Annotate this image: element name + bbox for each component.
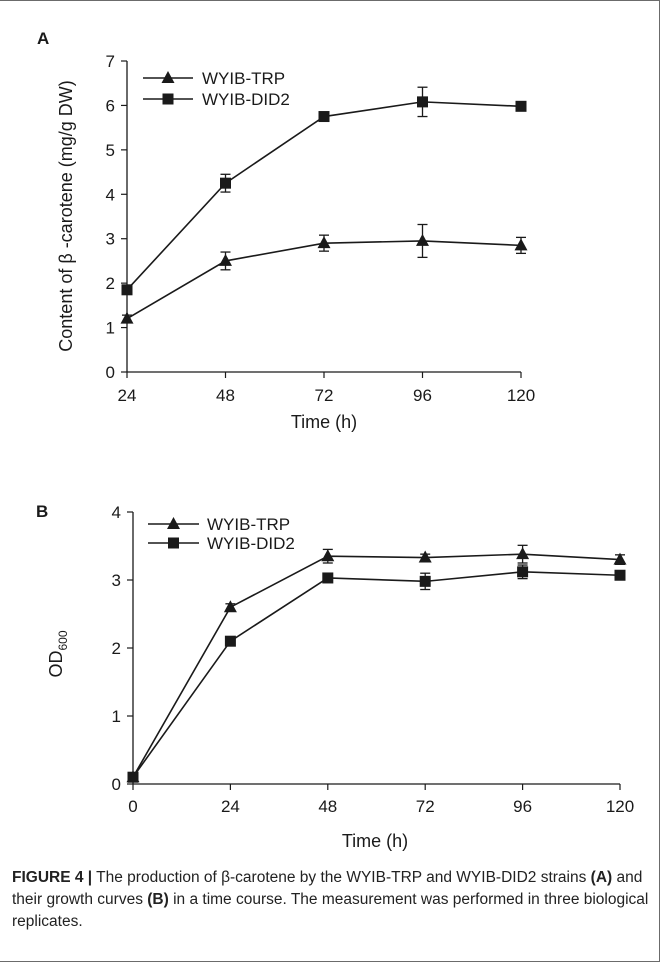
data-point-triangle: [418, 550, 432, 563]
legend-label: WYIB-TRP: [207, 515, 290, 534]
y-tick-label: 0: [106, 363, 115, 382]
y-axis-title-b-sub: 600: [56, 630, 70, 650]
x-tick-label: 24: [221, 797, 240, 816]
data-point-triangle: [219, 253, 232, 266]
data-point-square: [220, 177, 231, 189]
y-tick-label: 6: [106, 96, 115, 115]
y-axis-title-b: OD600: [46, 630, 70, 677]
series-line: [132, 571, 621, 778]
y-tick-label: 5: [106, 141, 115, 160]
data-point-square: [614, 569, 626, 581]
x-tick-label: 0: [128, 797, 137, 816]
data-point-triangle: [161, 71, 175, 83]
data-point-triangle: [516, 547, 530, 560]
y-axis-title-a: Content of β -carotene (mg/g DW): [56, 80, 76, 351]
legend-label: WYIB-TRP: [202, 69, 285, 88]
data-point-square: [168, 537, 179, 549]
y-tick-label: 4: [112, 503, 121, 522]
caption-ref-b: (B): [147, 891, 169, 908]
series-line: [132, 553, 621, 778]
y-tick-label: 1: [106, 319, 115, 338]
data-point-square: [224, 635, 236, 647]
caption-text-2: and their growth curves: [12, 869, 643, 908]
data-point-triangle: [167, 517, 180, 529]
y-tick-label: 0: [112, 775, 121, 794]
data-point-triangle: [223, 600, 237, 613]
data-point-square: [517, 566, 529, 578]
x-tick-label: 96: [513, 797, 532, 816]
series-line: [126, 240, 522, 320]
data-point-square: [127, 771, 139, 783]
panel-label-b: B: [36, 502, 48, 521]
legend-a: WYIB-TRP WYIB-DID2: [143, 69, 290, 109]
y-axis-title-b-main: OD: [46, 651, 66, 678]
x-tick-label: 96: [413, 386, 432, 405]
x-axis-a: 24 48 72 96 120: [118, 371, 535, 405]
series-group-b: [126, 544, 627, 783]
data-point-triangle: [321, 549, 335, 562]
caption-label: FIGURE 4 |: [12, 869, 93, 886]
x-tick-label: 72: [315, 386, 334, 405]
x-tick-label: 24: [118, 386, 137, 405]
panel-label-a: A: [37, 29, 49, 48]
data-point-triangle: [416, 233, 429, 246]
y-tick-label: 3: [112, 571, 121, 590]
data-point-square: [417, 96, 428, 108]
y-tick-label: 2: [112, 639, 121, 658]
x-axis-title-a: Time (h): [291, 412, 357, 432]
data-point-square: [419, 575, 431, 587]
data-point-triangle: [514, 238, 528, 251]
series-group-a: [120, 86, 528, 324]
data-point-triangle: [613, 552, 627, 565]
x-tick-label: 120: [507, 386, 535, 405]
y-tick-label: 3: [106, 230, 115, 249]
x-axis-title-b: Time (h): [342, 831, 408, 851]
caption-text-1: The production of β-carotene by the WYIB…: [92, 869, 591, 886]
data-point-triangle: [317, 236, 331, 249]
caption-ref-a: (A): [590, 869, 613, 886]
legend-label: WYIB-DID2: [202, 90, 290, 109]
x-tick-label: 48: [318, 797, 337, 816]
data-point-square: [162, 93, 174, 105]
y-tick-label: 2: [106, 274, 115, 293]
x-tick-label: 72: [416, 797, 435, 816]
figure-caption: FIGURE 4 | The production of β-carotene …: [12, 867, 652, 933]
y-axis-a: 0 1 2 3 4 5 6 7: [106, 52, 128, 382]
x-tick-label: 48: [216, 386, 235, 405]
y-axis-b: 0 1 2 3 4: [112, 503, 134, 794]
data-point-triangle: [120, 311, 134, 324]
y-tick-label: 7: [106, 52, 115, 71]
data-point-square: [318, 111, 330, 123]
data-point-square: [121, 284, 133, 296]
caption-text-3: in a time course. The measurement was pe…: [12, 891, 649, 930]
y-tick-label: 1: [112, 707, 121, 726]
series-line: [126, 101, 522, 291]
chart-panel-a: A 0 1 2 3 4 5 6 7 24 48 72 96 120 Content of β -car…: [37, 29, 535, 432]
chart-panel-b: B 0 1 2 3 4 0 24 48 72 96 120 OD600 Time (h) WYIB…: [36, 502, 634, 851]
figure-frame: [0, 0, 660, 962]
y-tick-label: 4: [106, 185, 115, 204]
legend-label: WYIB-DID2: [207, 534, 295, 553]
x-axis-b: 0 24 48 72 96 120: [128, 783, 634, 816]
x-tick-label: 120: [606, 797, 634, 816]
data-point-square: [515, 100, 527, 112]
data-point-square: [322, 572, 334, 584]
